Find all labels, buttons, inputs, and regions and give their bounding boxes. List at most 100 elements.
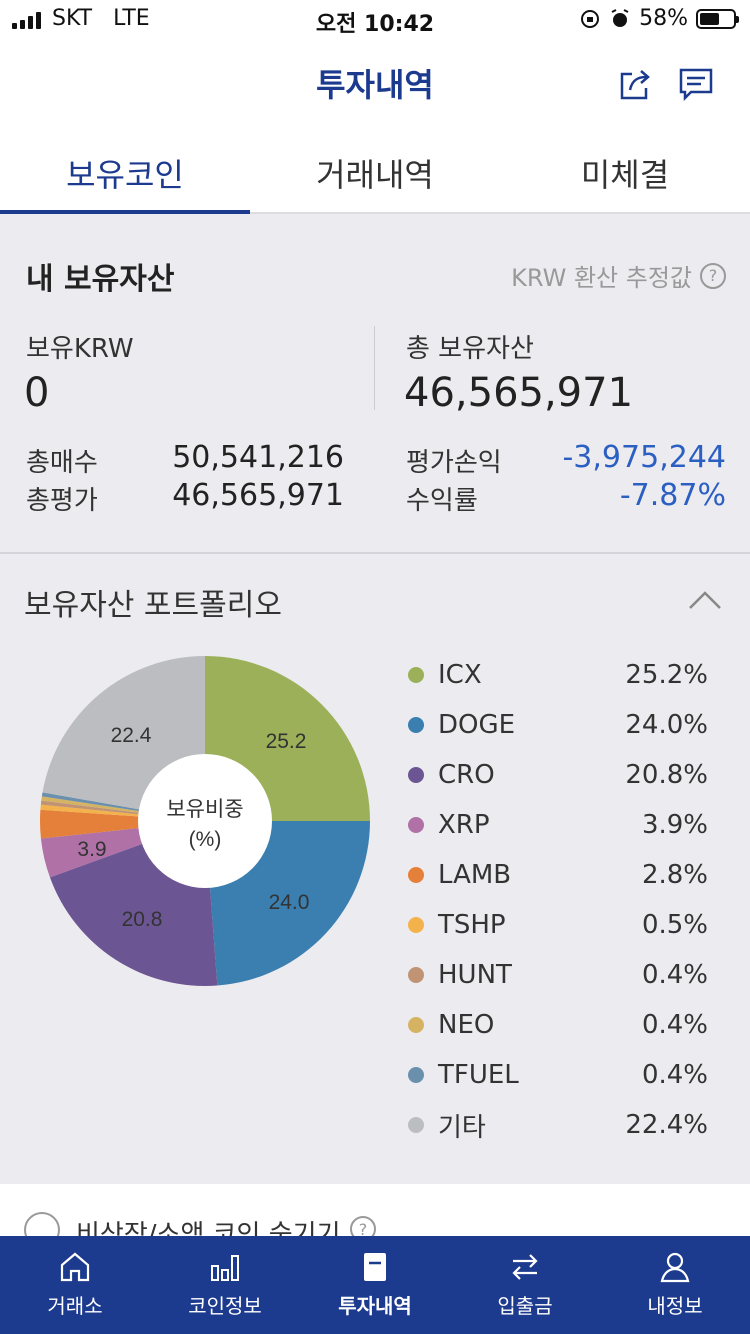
holding-krw-value: 0 [24,370,50,416]
share-icon[interactable] [616,64,656,104]
total-buy-label: 총매수 [26,448,98,478]
return-value: -7.87% [619,478,726,513]
assets-heading: 내 보유자산 [26,262,175,297]
rotation-lock-icon [581,9,600,28]
nav-investments-label: 투자내역 [338,1294,412,1318]
slice-label-doge: 24.0 [269,891,310,914]
nav-deposit-withdraw[interactable]: 입출금 [450,1236,600,1334]
total-eval-label: 총평가 [26,486,98,516]
legend-percent: 0.5% [641,910,708,940]
portfolio-section: 보유자산 포트폴리오 보유비중 (%) 25.2 24.0 20.8 3.9 2… [0,554,750,1184]
legend-dot [408,1117,424,1133]
total-buy-value: 50,541,216 [172,440,344,475]
chevron-up-icon[interactable] [688,590,722,610]
nav-coin-info-label: 코인정보 [188,1294,262,1318]
battery-percent: 58% [639,6,688,31]
assets-summary: 내 보유자산 KRW 환산 추정값 ? 보유KRW 0 총 보유자산 46,56… [0,224,750,552]
legend-percent: 0.4% [641,1010,708,1040]
return-label: 수익률 [406,486,478,516]
legend-item: NEO 0.4% [408,1000,708,1050]
nav-my-info-label: 내정보 [647,1294,703,1318]
pnl-label: 평가손익 [406,448,502,478]
legend-percent: 20.8% [625,760,708,790]
signal-icon [12,11,41,29]
legend-percent: 3.9% [641,810,708,840]
legend-dot [408,917,424,933]
legend-name: HUNT [438,960,512,990]
alarm-icon [611,8,629,27]
legend-item: XRP 3.9% [408,800,708,850]
clock: 오전 10:42 [315,12,435,37]
bottom-nav: 거래소 코인정보 투자내역 입출금 내정보 [0,1236,750,1334]
document-icon [364,1253,386,1281]
legend-name: ICX [438,660,482,690]
legend-percent: 24.0% [625,710,708,740]
legend-item: HUNT 0.4% [408,950,708,1000]
legend-name: TSHP [438,910,506,940]
hide-unlisted-row: 비상장/소액 코인 숨기기 ? [0,1184,750,1250]
legend-name: XRP [438,810,490,840]
nav-investments[interactable]: 투자내역 [300,1236,450,1334]
nav-exchange-label: 거래소 [47,1294,103,1318]
slice-label-icx: 25.2 [266,730,307,753]
legend-percent: 0.4% [641,1060,708,1090]
donut-hole [138,754,272,888]
total-eval-value: 46,565,971 [172,478,344,513]
legend-item: TSHP 0.5% [408,900,708,950]
slice-label-other: 22.4 [111,724,152,747]
tab-trade-history[interactable]: 거래내역 [316,156,434,194]
tab-bar: 보유코인 거래내역 미체결 [0,130,750,214]
page-title: 투자내역 [316,66,434,104]
portfolio-heading: 보유자산 포트폴리오 [24,588,282,623]
legend-item: 기타 22.4% [408,1100,708,1150]
legend-item: ICX 25.2% [408,650,708,700]
help-icon[interactable]: ? [700,262,726,289]
legend-item: TFUEL 0.4% [408,1050,708,1100]
legend-dot [408,717,424,733]
legend-dot [408,1017,424,1033]
nav-my-info[interactable]: 내정보 [600,1236,750,1334]
krw-estimate-label: KRW 환산 추정값 [511,264,692,292]
legend-name: CRO [438,760,495,790]
legend-percent: 2.8% [641,860,708,890]
total-assets-value: 46,565,971 [404,370,634,416]
legend-name: TFUEL [438,1060,519,1090]
slice-label-xrp: 3.9 [77,838,106,861]
section-divider [0,552,750,554]
donut-center-label: 보유비중 [166,798,243,821]
tab-unfilled[interactable]: 미체결 [580,156,670,194]
portfolio-legend: ICX 25.2% DOGE 24.0% CRO 20.8% XRP 3.9% LAMB 2.8%… [408,650,708,1150]
bar-chart-icon [211,1255,239,1281]
pnl-value: -3,975,244 [562,440,726,475]
nav-exchange[interactable]: 거래소 [0,1236,150,1334]
person-icon [660,1252,690,1283]
nav-coin-info[interactable]: 코인정보 [150,1236,300,1334]
status-bar: SKT LTE 오전 10:42 58% [0,0,750,40]
legend-name: DOGE [438,710,516,740]
home-icon [60,1252,90,1282]
legend-name: 기타 [438,1112,486,1143]
portfolio-donut-chart: 보유비중 (%) 25.2 24.0 20.8 3.9 22.4 [39,656,370,986]
legend-item: DOGE 24.0% [408,700,708,750]
donut-center-unit: (%) [189,828,222,851]
holding-krw-label: 보유KRW [26,334,134,364]
legend-name: NEO [438,1010,495,1040]
nav-deposit-withdraw-label: 입출금 [497,1294,553,1318]
tab-holdings[interactable]: 보유코인 [0,130,250,214]
krw-estimate-note[interactable]: KRW 환산 추정값 ? [511,258,726,293]
chat-icon[interactable] [676,64,716,104]
app-header: 투자내역 [0,40,750,130]
legend-percent: 22.4% [625,1110,708,1140]
legend-dot [408,767,424,783]
legend-dot [408,817,424,833]
legend-dot [408,867,424,883]
pie-slice-lamb [39,809,205,839]
legend-dot [408,967,424,983]
legend-item: CRO 20.8% [408,750,708,800]
carrier: SKT LTE [52,6,150,31]
legend-dot [408,1067,424,1083]
divider [374,326,375,410]
legend-percent: 0.4% [641,960,708,990]
slice-label-cro: 20.8 [122,908,163,931]
battery-icon [696,8,739,29]
